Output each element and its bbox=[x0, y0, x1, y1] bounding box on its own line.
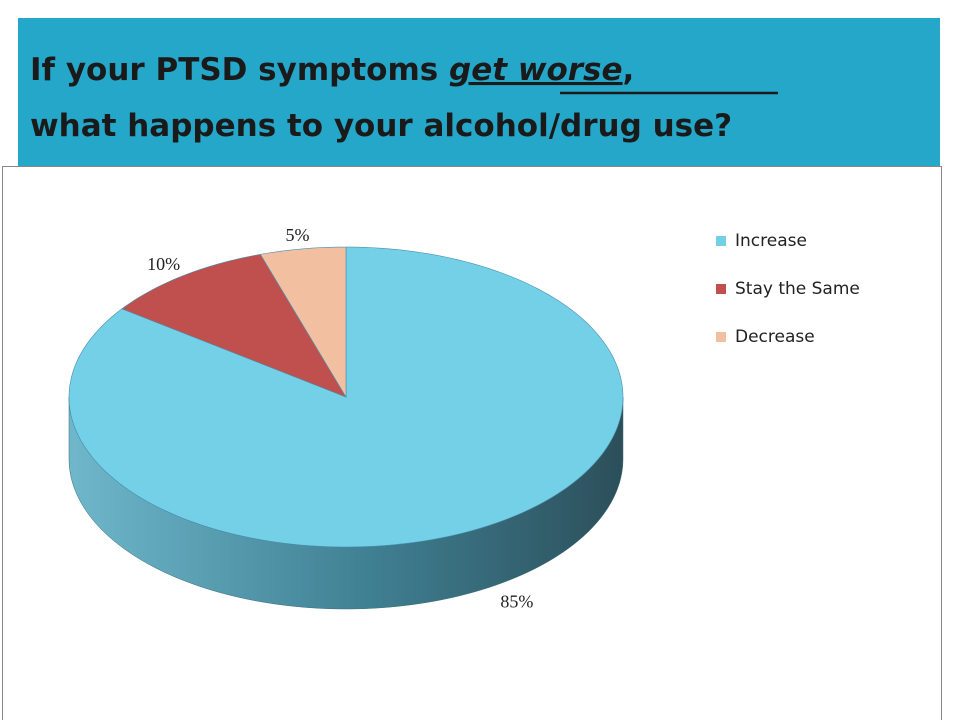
data-label: 5% bbox=[285, 225, 309, 245]
legend-label: Stay the Same bbox=[735, 279, 860, 299]
legend-swatch bbox=[716, 236, 726, 246]
data-label: 10% bbox=[147, 254, 180, 274]
title-banner bbox=[18, 18, 940, 166]
title-emphasis: get worse bbox=[449, 52, 623, 88]
legend-swatch bbox=[716, 284, 726, 294]
title-part: If your PTSD symptoms bbox=[30, 52, 449, 88]
legend-label: Increase bbox=[735, 231, 807, 251]
slice bbox=[259, 246, 347, 399]
legend-label: Decrease bbox=[735, 327, 815, 347]
slice bbox=[121, 254, 347, 398]
data-label: 85% bbox=[500, 591, 533, 611]
legend-swatch bbox=[716, 332, 726, 342]
chart-title-line: what happens to your alcohol/drug use? bbox=[30, 108, 732, 144]
title-part: , bbox=[623, 52, 635, 88]
chart-title: If your PTSD symptoms get worse, bbox=[30, 52, 634, 88]
